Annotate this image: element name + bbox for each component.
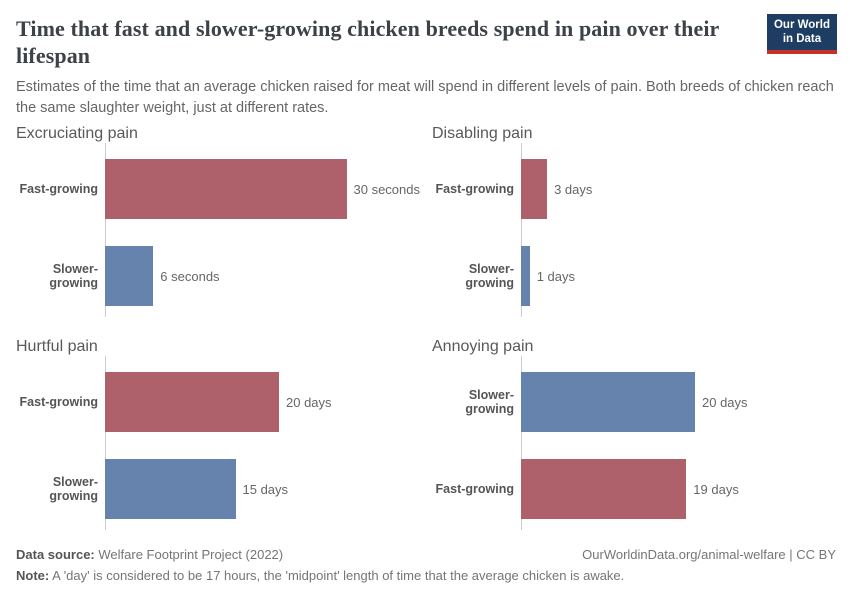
category-label-slower-growing: Slower-growing	[49, 475, 98, 503]
value-label: 15 days	[242, 481, 289, 497]
value-label: 19 days	[693, 481, 739, 497]
bar-row: Fast-growing 20 days	[16, 372, 418, 432]
category-label-fast-growing: Fast-growing	[19, 182, 98, 196]
category-label-fast-growing: Fast-growing	[435, 482, 514, 496]
y-axis-line	[105, 356, 106, 530]
bar-fast-growing	[105, 372, 279, 432]
category-label-slower-growing: Slower-growing	[465, 388, 514, 416]
data-source-value: Welfare Footprint Project (2022)	[98, 547, 284, 562]
bar-slower-growing	[521, 246, 530, 306]
footer-note: Note: A 'day' is considered to be 17 hou…	[16, 568, 836, 583]
plot-area: Fast-growing 20 days Slower-growing 15 days	[16, 356, 418, 530]
category-label-slower-growing: Slower-growing	[49, 262, 98, 290]
note-label: Note:	[16, 568, 50, 583]
plot-area: Fast-growing 30 seconds Slower-growing 6 se…	[16, 143, 421, 317]
owid-logo-line1: Our World	[773, 19, 830, 31]
facet-title: Disabling pain	[432, 125, 533, 142]
facet-title: Hurtful pain	[16, 338, 98, 355]
value-label: 20 days	[286, 394, 332, 410]
bar-slower-growing	[105, 246, 154, 306]
bar-row: Fast-growing 19 days	[432, 459, 834, 519]
bar-row: Slower-growing 15 days	[16, 459, 418, 519]
bar-row: Fast-growing 3 days	[432, 159, 834, 219]
bar-fast-growing	[105, 159, 347, 219]
plot-area: Fast-growing 3 days Slower-growing 1 days	[432, 143, 834, 317]
bar-row: Slower-growing 1 days	[432, 246, 834, 306]
bar-row: Fast-growing 30 seconds	[16, 159, 421, 219]
value-label: 6 seconds	[160, 268, 220, 284]
owid-logo-line2: in Data	[782, 33, 822, 45]
facet-excruciating-pain: Excruciating pain Fast-growing 30 seconds…	[16, 124, 421, 317]
category-label-fast-growing: Fast-growing	[19, 395, 98, 409]
value-label: 30 seconds	[353, 181, 421, 197]
category-label-slower-growing: Slower-growing	[465, 262, 514, 290]
page-title: Time that fast and slower-growing chicke…	[16, 16, 719, 68]
footer-source-row: Data source: Welfare Footprint Project (…	[16, 547, 836, 562]
attribution-link[interactable]: OurWorldinData.org/animal-welfare | CC B…	[582, 547, 836, 562]
data-source: Data source: Welfare Footprint Project (…	[16, 547, 283, 562]
bar-slower-growing	[521, 372, 695, 432]
plot-area: Slower-growing 20 days Fast-growing 19 days	[432, 356, 834, 530]
y-axis-line	[521, 356, 522, 530]
bar-row: Slower-growing 6 seconds	[16, 246, 418, 306]
facet-disabling-pain: Disabling pain Fast-growing 3 days Slower-…	[432, 124, 834, 317]
value-label: 1 days	[536, 268, 575, 284]
y-axis-line	[521, 143, 522, 317]
bar-slower-growing	[105, 459, 236, 519]
bar-fast-growing	[521, 459, 687, 519]
owid-logo[interactable]: Our World in Data	[766, 14, 837, 54]
facet-hurtful-pain: Hurtful pain Fast-growing 20 days Slower-g…	[16, 337, 418, 530]
y-axis-line	[105, 143, 106, 317]
facet-title: Annoying pain	[432, 338, 534, 355]
bar-fast-growing	[521, 159, 548, 219]
data-source-label: Data source:	[16, 547, 95, 562]
chart-subtitle: Estimates of the time that an average ch…	[16, 79, 834, 116]
facet-title: Excruciating pain	[16, 125, 138, 142]
value-label: 3 days	[554, 181, 593, 197]
category-label-fast-growing: Fast-growing	[435, 182, 514, 196]
note-text: A 'day' is considered to be 17 hours, th…	[52, 568, 625, 583]
value-label: 20 days	[702, 394, 748, 410]
bar-row: Slower-growing 20 days	[432, 372, 834, 432]
facet-annoying-pain: Annoying pain Slower-growing 20 days Fast-…	[432, 337, 834, 530]
